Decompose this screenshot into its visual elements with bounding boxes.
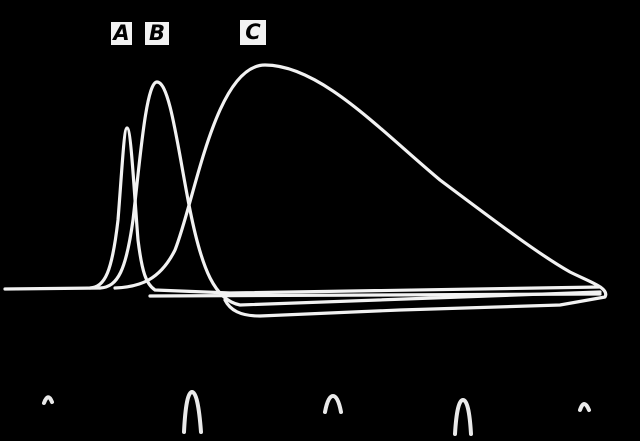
stimulus-marker: [453, 397, 473, 436]
return-line: [148, 292, 602, 298]
trace-label: B: [149, 21, 165, 45]
label-box: [145, 22, 169, 45]
stimulus-marker: [182, 389, 203, 434]
label-box: [240, 20, 266, 45]
stimulus-marker: [42, 395, 54, 405]
stimulus-marker: [323, 393, 343, 414]
trace-a: [88, 126, 602, 295]
trace-label: C: [245, 20, 261, 44]
stimulus-marker: [578, 402, 591, 412]
trace-b: [98, 80, 602, 307]
baseline: [3, 286, 102, 291]
trace-label: A: [111, 21, 129, 45]
label-box: [111, 22, 132, 45]
trace-c: [113, 63, 608, 318]
